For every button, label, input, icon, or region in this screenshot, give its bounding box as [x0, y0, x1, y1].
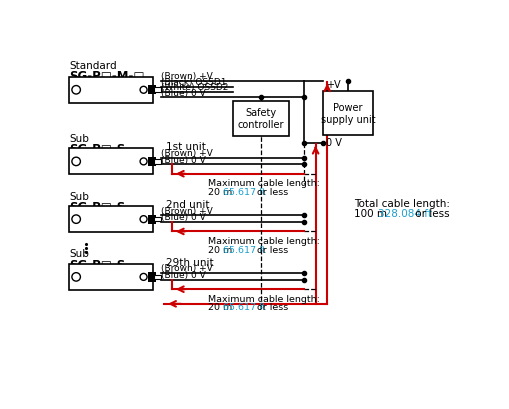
- Text: (White) OSSD2: (White) OSSD2: [160, 83, 228, 92]
- Text: Sub: Sub: [69, 249, 89, 259]
- Text: SG-P□-S: SG-P□-S: [69, 257, 125, 270]
- Text: 20 m: 20 m: [208, 303, 235, 312]
- Text: SG-P□-S: SG-P□-S: [69, 142, 125, 155]
- Text: SG-P□-S: SG-P□-S: [69, 200, 125, 213]
- Text: Safety
controller: Safety controller: [237, 108, 284, 130]
- Text: 2nd unit: 2nd unit: [166, 200, 209, 209]
- Bar: [154, 217, 160, 222]
- Circle shape: [72, 86, 80, 95]
- Text: (Brown) +V: (Brown) +V: [160, 264, 212, 273]
- Text: +V: +V: [326, 80, 341, 90]
- Text: (Blue) 0 V: (Blue) 0 V: [160, 88, 205, 97]
- Text: Power
supply unit: Power supply unit: [320, 103, 375, 124]
- Text: (Brown) +V: (Brown) +V: [160, 206, 212, 215]
- Bar: [148, 157, 156, 166]
- Text: (Blue) 0 V: (Blue) 0 V: [160, 270, 205, 279]
- Circle shape: [140, 87, 147, 94]
- Text: 1st unit: 1st unit: [166, 142, 206, 152]
- Text: Sub: Sub: [69, 134, 89, 144]
- Circle shape: [72, 216, 80, 224]
- Text: or less: or less: [254, 187, 288, 196]
- Text: (Brown) +V: (Brown) +V: [160, 72, 212, 81]
- Bar: [69, 77, 153, 103]
- Text: Standard: Standard: [69, 61, 117, 71]
- Text: or less: or less: [412, 209, 449, 219]
- Bar: [232, 101, 288, 137]
- Text: SG-P□-M-□: SG-P□-M-□: [69, 69, 145, 82]
- Text: 20 m: 20 m: [208, 245, 235, 254]
- Bar: [323, 91, 372, 136]
- Text: or less: or less: [254, 245, 288, 254]
- Text: 0 V: 0 V: [326, 137, 342, 147]
- Text: 328.084 ft: 328.084 ft: [377, 209, 431, 219]
- Bar: [154, 160, 160, 164]
- Text: 65.617 ft: 65.617 ft: [223, 245, 266, 254]
- Text: Maximum cable length:: Maximum cable length:: [208, 179, 319, 188]
- Circle shape: [140, 159, 147, 166]
- Text: 20 m: 20 m: [208, 187, 235, 196]
- Bar: [69, 149, 153, 175]
- Bar: [148, 215, 156, 224]
- Text: Maximum cable length:: Maximum cable length:: [208, 236, 319, 245]
- Text: or less: or less: [254, 303, 288, 312]
- Text: 100 m: 100 m: [354, 209, 390, 219]
- Bar: [69, 264, 153, 290]
- Text: 65.617 ft: 65.617 ft: [223, 303, 266, 312]
- Bar: [154, 88, 160, 93]
- Bar: [154, 275, 160, 279]
- Text: (Blue) 0 V: (Blue) 0 V: [160, 155, 205, 164]
- Text: Sub: Sub: [69, 191, 89, 201]
- Text: Total cable length:: Total cable length:: [354, 199, 449, 209]
- Text: 65.617 ft: 65.617 ft: [223, 187, 266, 196]
- Circle shape: [140, 216, 147, 223]
- Text: (Black) OSSD1: (Black) OSSD1: [160, 78, 225, 87]
- Bar: [148, 273, 156, 282]
- Circle shape: [140, 274, 147, 281]
- Circle shape: [72, 158, 80, 166]
- Circle shape: [72, 273, 80, 281]
- Text: Maximum cable length:: Maximum cable length:: [208, 294, 319, 303]
- Text: 29th unit: 29th unit: [166, 257, 213, 267]
- Bar: [69, 207, 153, 233]
- Text: (Brown) +V: (Brown) +V: [160, 148, 212, 157]
- Bar: [148, 86, 156, 95]
- Text: (Blue) 0 V: (Blue) 0 V: [160, 213, 205, 222]
